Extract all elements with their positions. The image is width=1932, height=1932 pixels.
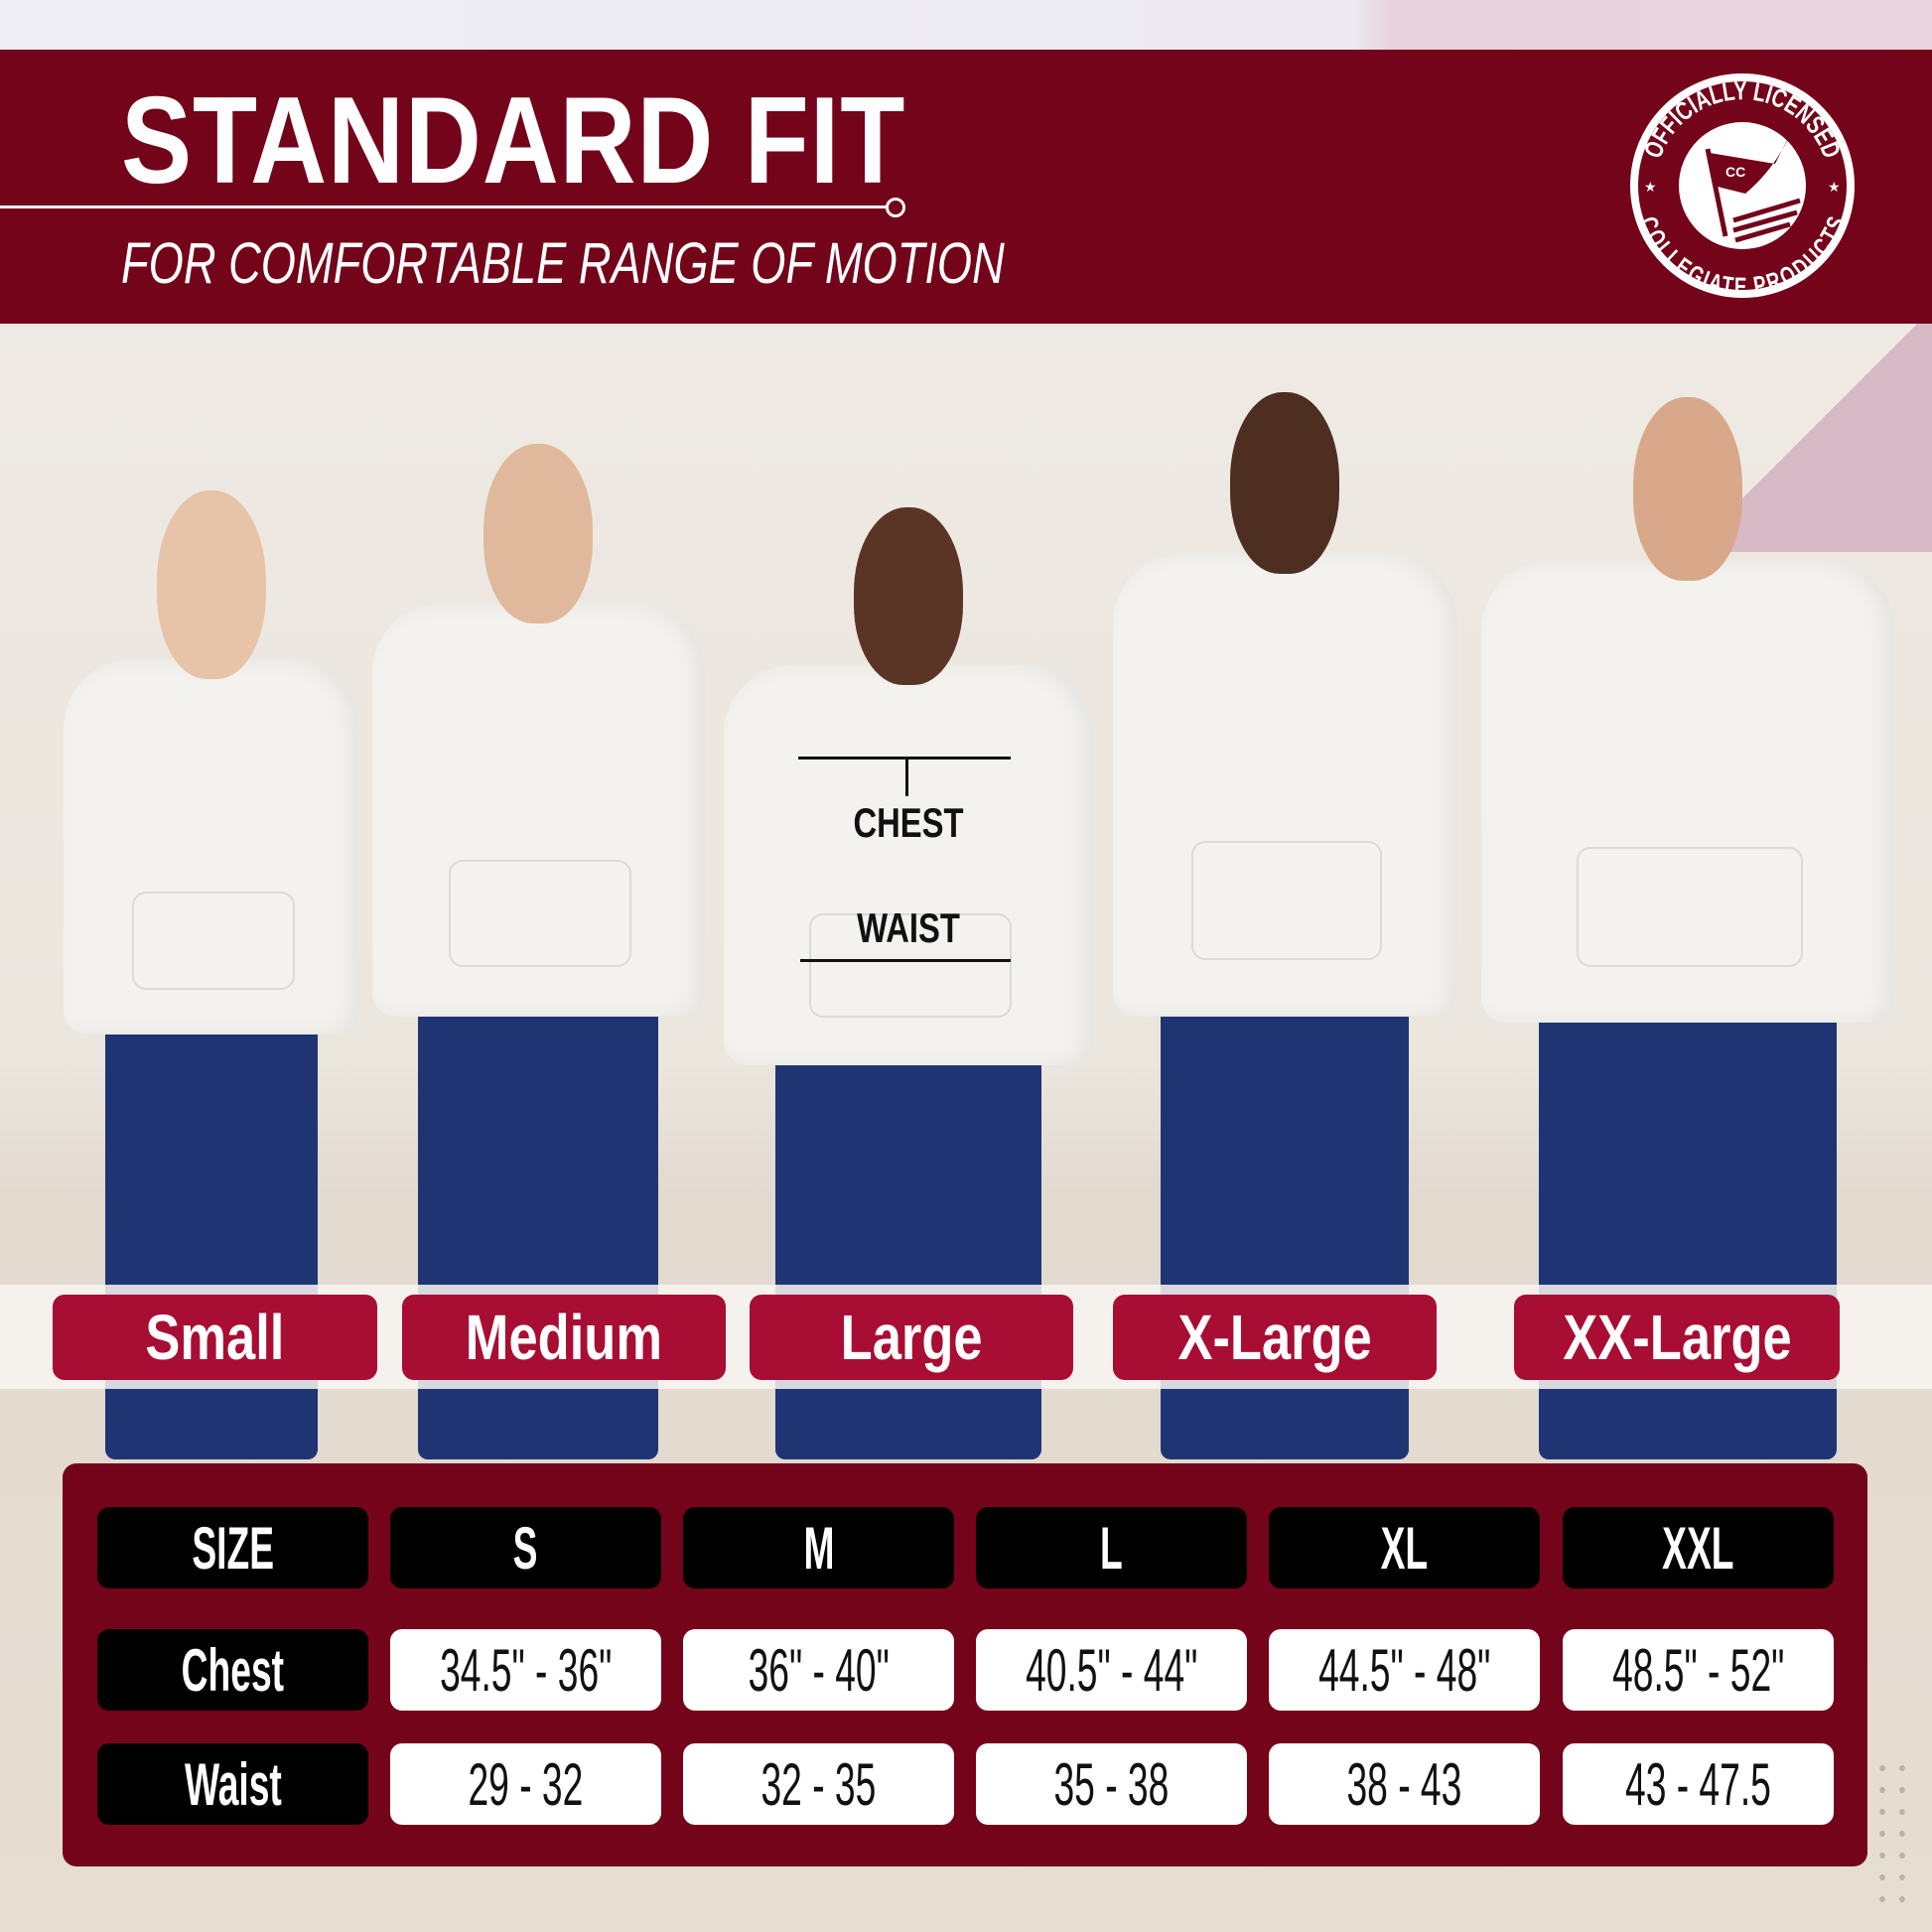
- cell-text: 44.5" - 48": [1317, 1636, 1491, 1704]
- size-label-text: Medium: [465, 1302, 663, 1373]
- title-divider-dot: [886, 198, 905, 217]
- table-cell: 40.5" - 44": [976, 1629, 1247, 1711]
- model-hoodie: [1112, 554, 1457, 1017]
- table-cell: 35 - 38: [976, 1743, 1247, 1825]
- size-label-large: Large: [750, 1295, 1073, 1380]
- cell-text: XXL: [1662, 1514, 1734, 1582]
- dot-pattern: [1872, 1757, 1912, 1906]
- table-cell: 43 - 47.5: [1563, 1743, 1834, 1825]
- table-cell: 44.5" - 48": [1269, 1629, 1540, 1711]
- waist-measure-arrow: [800, 959, 1011, 962]
- hoodie-pocket: [1191, 840, 1382, 961]
- table-header-cell: S: [390, 1507, 661, 1588]
- page-subtitle: FOR COMFORTABLE RANGE OF MOTION: [121, 231, 1005, 296]
- chest-measure-arrow: [798, 757, 1011, 759]
- table-cell: 38 - 43: [1269, 1743, 1540, 1825]
- table-row-label: Chest: [97, 1629, 368, 1711]
- star-icon: ★: [1644, 179, 1657, 195]
- officially-licensed-badge: OFFICIALLY LICENSED COLLEGIATE PRODUCTS …: [1630, 73, 1855, 302]
- size-label-xx-large: XX-Large: [1514, 1295, 1840, 1380]
- model-hoodie: [371, 604, 705, 1017]
- cell-text: SIZE: [192, 1514, 274, 1582]
- cell-text: 29 - 32: [468, 1750, 584, 1818]
- star-icon: ★: [1828, 179, 1841, 195]
- model-jeans: [775, 1035, 1041, 1459]
- cell-text: 35 - 38: [1053, 1750, 1170, 1818]
- cell-text: XL: [1380, 1514, 1429, 1582]
- table-cell: 48.5" - 52": [1563, 1629, 1834, 1711]
- size-label-text: Large: [840, 1302, 983, 1373]
- table-header-cell: XL: [1269, 1507, 1540, 1588]
- size-label-text: Small: [145, 1302, 285, 1373]
- hoodie-pocket: [448, 859, 632, 967]
- model-hoodie: [1481, 561, 1894, 1023]
- chest-measure-tick: [905, 757, 908, 796]
- model-head: [1230, 392, 1339, 574]
- model-hoodie: [724, 665, 1093, 1065]
- pennant-flag-icon: CC: [1705, 129, 1801, 243]
- model-head: [854, 507, 963, 685]
- table-cell: 32 - 35: [683, 1743, 954, 1825]
- table-header-cell: M: [683, 1507, 954, 1588]
- top-strip: [0, 0, 1932, 50]
- hoodie-pocket: [1576, 847, 1804, 967]
- cell-text: Waist: [184, 1750, 282, 1818]
- svg-text:CC: CC: [1725, 164, 1745, 180]
- cell-text: 40.5" - 44": [1025, 1636, 1198, 1704]
- model-head: [1633, 397, 1742, 581]
- size-label-medium: Medium: [402, 1295, 726, 1380]
- page-title: STANDARD FIT: [121, 72, 906, 209]
- cell-text: 38 - 43: [1346, 1750, 1462, 1818]
- size-label-small: Small: [53, 1295, 377, 1380]
- table-cell: 29 - 32: [390, 1743, 661, 1825]
- model-head: [157, 490, 266, 679]
- cell-text: M: [802, 1514, 834, 1582]
- table-header-cell: XXL: [1563, 1507, 1834, 1588]
- size-label-x-large: X-Large: [1113, 1295, 1437, 1380]
- title-divider: [0, 206, 888, 208]
- chest-label: CHEST: [853, 799, 964, 846]
- cell-text: S: [513, 1514, 538, 1582]
- hoodie-pocket: [808, 912, 1013, 1018]
- cell-text: 48.5" - 52": [1611, 1636, 1785, 1704]
- table-header-cell: SIZE: [97, 1507, 368, 1588]
- size-label-text: X-Large: [1177, 1302, 1372, 1373]
- header-banner: [0, 50, 1932, 324]
- table-row-label: Waist: [97, 1743, 368, 1825]
- hoodie-pocket: [131, 892, 296, 990]
- model-jeans: [1539, 993, 1837, 1459]
- table-header-cell: L: [976, 1507, 1247, 1588]
- cell-text: 43 - 47.5: [1625, 1750, 1771, 1818]
- cell-text: 34.5" - 36": [439, 1636, 613, 1704]
- size-label-text: XX-Large: [1562, 1302, 1792, 1373]
- table-cell: 36" - 40": [683, 1629, 954, 1711]
- model-hoodie: [64, 659, 359, 1035]
- cell-text: 36" - 40": [748, 1636, 890, 1704]
- cell-text: 32 - 35: [760, 1750, 877, 1818]
- waist-label: WAIST: [857, 904, 960, 951]
- model-jeans: [104, 1005, 319, 1459]
- model-head: [483, 444, 593, 623]
- cell-text: L: [1100, 1514, 1123, 1582]
- cell-text: Chest: [181, 1636, 285, 1704]
- table-cell: 34.5" - 36": [390, 1629, 661, 1711]
